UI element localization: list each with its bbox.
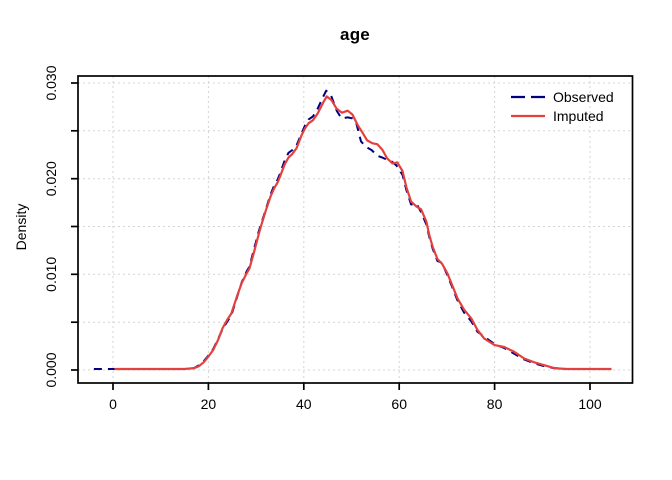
x-tick-label: 40 <box>296 396 312 412</box>
chart-title: age <box>340 25 370 44</box>
imputed-curve <box>114 95 612 371</box>
x-tick-label: 0 <box>109 396 117 412</box>
plot-border <box>77 75 634 384</box>
legend-label-observed: Observed <box>553 89 614 105</box>
x-tick-label: 100 <box>578 396 602 412</box>
y-tick-label: 0.010 <box>43 257 59 292</box>
x-tick-label: 80 <box>487 396 503 412</box>
y-tick-label: 0.020 <box>43 161 59 196</box>
x-tick-label: 20 <box>201 396 217 412</box>
legend-label-imputed: Imputed <box>553 108 604 124</box>
y-tick-label: 0.000 <box>43 352 59 387</box>
x-tick-label: 60 <box>391 396 407 412</box>
observed-curve <box>93 89 576 370</box>
y-tick-label: 0.030 <box>43 65 59 100</box>
